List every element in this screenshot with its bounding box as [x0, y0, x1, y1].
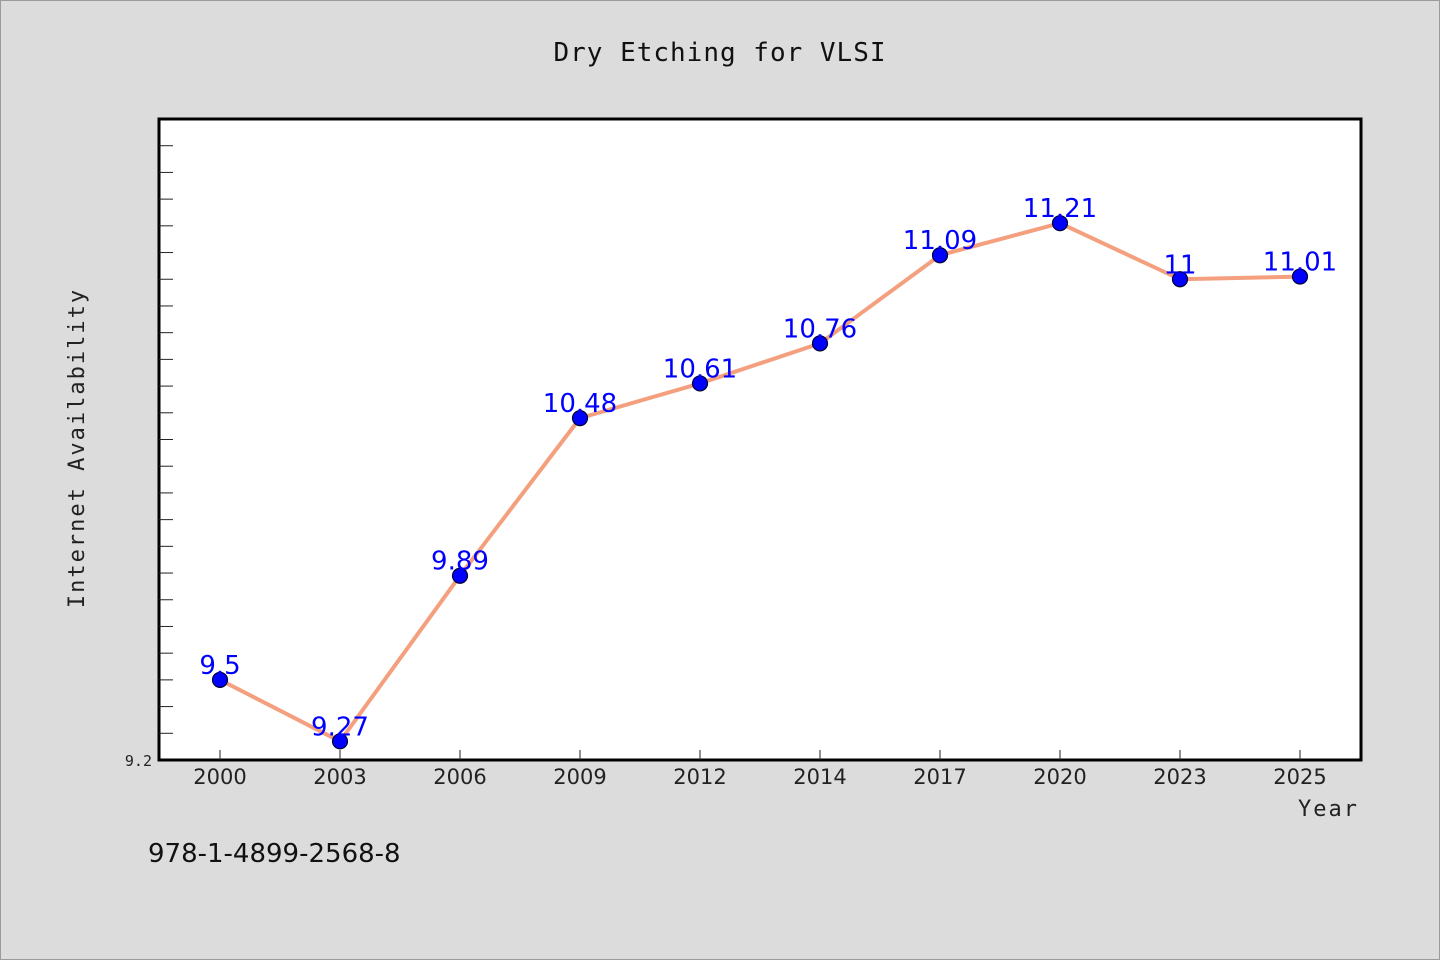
data-label: 10.76 [783, 314, 857, 344]
data-label: 10.61 [663, 354, 737, 384]
data-point [811, 335, 829, 352]
data-labels: 9.5 9.27 9.89 10.48 10.61 10.76 11.09 11.21 11 11… [199, 194, 1337, 742]
x-tick-label: 2000 [193, 765, 246, 789]
data-label: 9.27 [311, 712, 369, 742]
data-label: 11.21 [1023, 194, 1097, 224]
footnote-isbn: 978-1-4899-2568-8 [148, 839, 401, 869]
data-point [571, 410, 589, 427]
x-axis-label: Year [1298, 797, 1359, 822]
x-tick-label: 2023 [1153, 765, 1206, 789]
x-tick-label: 2009 [553, 765, 606, 789]
data-label: 10.48 [543, 389, 617, 419]
data-label: 11.01 [1263, 248, 1337, 278]
data-label: 9.5 [199, 651, 240, 681]
data-point [451, 567, 469, 584]
data-point [211, 671, 229, 688]
data-label: 11.09 [903, 226, 977, 256]
x-tick-label: 2012 [673, 765, 726, 789]
plot-area [157, 117, 1363, 762]
x-tick-label: 2020 [1033, 765, 1086, 789]
series-markers [211, 215, 1309, 750]
y-axis-ticks [159, 145, 173, 734]
x-tick-label: 2017 [913, 765, 966, 789]
x-tick-label: 2006 [433, 765, 486, 789]
data-point [1291, 268, 1309, 285]
chart-title: Dry Etching for VLSI [553, 38, 886, 68]
data-point [931, 247, 949, 264]
data-point [331, 733, 349, 750]
data-label: 11 [1163, 250, 1196, 280]
x-tick-label: 2003 [313, 765, 366, 789]
x-axis-ticks: 2000 2003 2006 2009 2012 2014 2017 2020 2023 2025 [193, 750, 1327, 789]
x-tick-label: 2025 [1273, 765, 1326, 789]
y-tick-label: 9.2 [125, 752, 152, 770]
data-point [1051, 215, 1069, 232]
x-tick-label: 2014 [793, 765, 846, 789]
data-point [691, 375, 709, 392]
series-line [219, 221, 1301, 744]
data-point [1171, 271, 1189, 288]
y-axis-label: Internet Availability [65, 288, 90, 608]
data-label: 9.89 [431, 547, 489, 577]
